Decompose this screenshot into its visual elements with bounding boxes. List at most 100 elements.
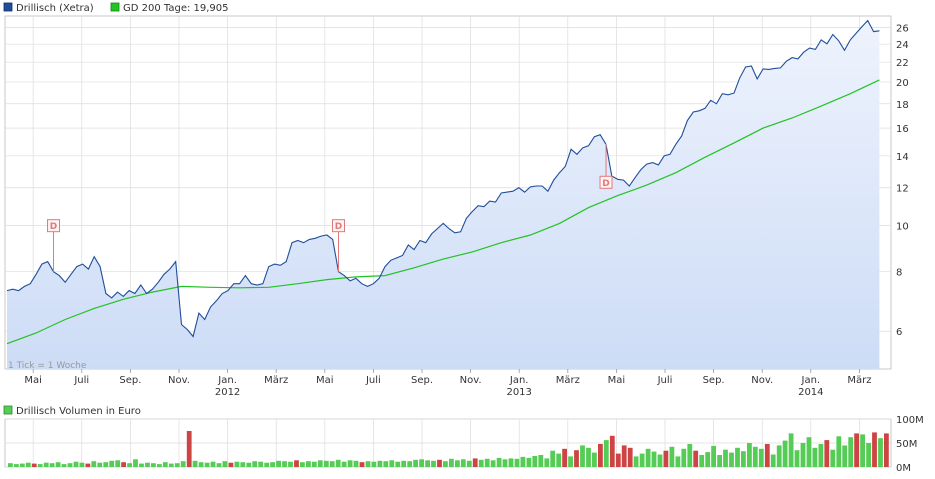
- volume-bar: [323, 460, 329, 467]
- tick-note: 1 Tick = 1 Woche: [8, 361, 87, 371]
- volume-bar: [747, 443, 752, 467]
- price-y-axis: 6 8 10 12 14 16 18 20 22 24 26: [896, 24, 909, 339]
- dividend-marker-icon[interactable]: [47, 219, 61, 233]
- price-y-tick-label: 6: [896, 327, 902, 338]
- volume-bar: [508, 458, 514, 467]
- volume-bar: [669, 446, 675, 467]
- volume-bar: [311, 461, 317, 467]
- volume-bar: [603, 440, 609, 467]
- volume-bar: [633, 456, 639, 467]
- volume-bar: [25, 462, 31, 467]
- x-year-label: 2013: [506, 387, 531, 398]
- volume-bar: [133, 459, 138, 467]
- volume-bar: [19, 463, 25, 467]
- volume-bar: [174, 463, 180, 467]
- x-month-label: März: [847, 375, 871, 386]
- volume-bar: [264, 462, 270, 467]
- volume-bar: [872, 432, 877, 467]
- price-panel: D D D 1 Tick = 1 Woche 6 8 10 12 14 16 18 20 22 24 2…: [4, 15, 909, 398]
- volume-bar: [752, 446, 758, 467]
- volume-y-tick-label: 50M: [896, 439, 917, 450]
- volume-bar: [151, 463, 156, 467]
- x-month-label: Juli: [365, 375, 381, 386]
- volume-bar: [860, 434, 865, 467]
- volume-bar: [300, 462, 305, 467]
- x-month-label: Jan.: [801, 375, 821, 386]
- volume-bar: [383, 461, 389, 467]
- dividend-marker-letter: D: [335, 222, 342, 232]
- x-month-label: Mai: [24, 375, 42, 386]
- volume-bar: [556, 453, 562, 467]
- volume-bar: [645, 448, 651, 467]
- volume-bar: [371, 461, 377, 467]
- x-month-label: Nov.: [460, 375, 482, 386]
- volume-bar: [741, 451, 746, 467]
- volume-bar: [598, 444, 603, 467]
- volume-bar: [103, 462, 109, 467]
- volume-bar: [31, 463, 37, 467]
- volume-bar: [204, 462, 210, 467]
- volume-bar: [526, 457, 532, 467]
- volume-bar: [8, 463, 13, 467]
- legend-label-ma: GD 200 Tage: 19,905: [123, 3, 229, 14]
- volume-bar: [329, 461, 335, 467]
- volume-bar: [43, 462, 49, 467]
- volume-bar: [490, 460, 496, 467]
- volume-bar: [615, 453, 621, 467]
- volume-bar: [168, 463, 174, 467]
- volume-y-axis: 0M 50M 100M: [896, 415, 924, 474]
- x-month-label: Mai: [316, 375, 334, 386]
- price-y-tick-label: 26: [896, 24, 909, 35]
- volume-bar: [675, 456, 681, 467]
- volume-bar: [443, 461, 448, 467]
- price-y-tick-label: 16: [896, 124, 909, 135]
- volume-bar: [288, 461, 293, 467]
- dividend-marker-icon[interactable]: [332, 219, 345, 233]
- volume-bar: [550, 450, 556, 467]
- volume-bar: [109, 460, 115, 467]
- volume-bar: [145, 462, 150, 467]
- volume-bar: [353, 460, 359, 467]
- legend-swatch-price: [3, 2, 13, 12]
- volume-bar: [222, 461, 228, 467]
- legend-label-price: Drillisch (Xetra): [16, 3, 94, 14]
- volume-bar: [401, 460, 407, 467]
- volume-bar: [347, 460, 353, 467]
- volume-bar: [770, 454, 776, 467]
- price-y-tick-label: 18: [896, 100, 909, 111]
- volume-bar: [162, 462, 168, 467]
- volume-bar: [91, 461, 97, 467]
- volume-bar: [460, 459, 466, 467]
- volume-bar: [67, 463, 73, 467]
- volume-bars: [8, 431, 889, 467]
- volume-bar: [639, 453, 645, 467]
- volume-bar: [395, 461, 401, 467]
- volume-bar: [472, 458, 478, 467]
- legend-swatch-ma: [110, 2, 120, 12]
- volume-bar: [580, 445, 585, 467]
- volume-y-tick-label: 100M: [896, 415, 924, 426]
- volume-bar: [234, 461, 240, 467]
- volume-bar: [758, 448, 764, 467]
- volume-bar: [246, 462, 252, 467]
- volume-bar: [276, 460, 281, 467]
- volume-bar: [157, 464, 162, 467]
- volume-bar: [37, 464, 43, 467]
- volume-bar: [705, 452, 711, 467]
- dividend-marker-icon[interactable]: [599, 175, 613, 189]
- volume-bar: [830, 449, 836, 467]
- dividend-marker-letter: D: [602, 179, 609, 189]
- x-year-label: 2012: [215, 387, 240, 398]
- legend-label-volume: Drillisch Volumen in Euro: [16, 406, 141, 417]
- x-month-label: Nov.: [168, 375, 190, 386]
- volume-bar: [836, 436, 842, 467]
- volume-bar: [73, 461, 79, 467]
- volume-bar: [562, 448, 567, 467]
- volume-bar: [455, 460, 460, 467]
- x-year-label: 2014: [798, 387, 823, 398]
- volume-bar: [449, 458, 454, 467]
- price-y-tick-label: 8: [896, 268, 902, 279]
- volume-bar: [794, 450, 800, 467]
- volume-bar: [586, 447, 591, 467]
